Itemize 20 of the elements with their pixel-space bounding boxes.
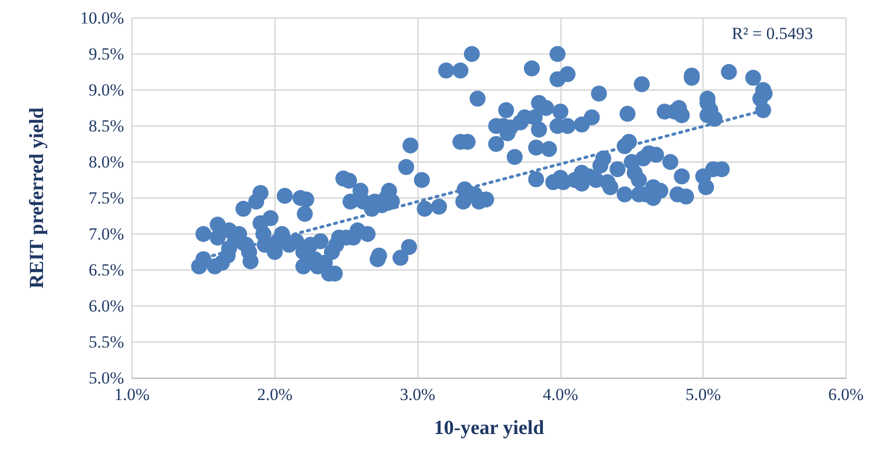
y-tick-label: 6.5% xyxy=(88,260,124,280)
y-tick-label: 7.5% xyxy=(88,188,124,208)
y-tick-label: 7.0% xyxy=(88,224,124,244)
y-axis-title: REIT preferred yield xyxy=(26,107,48,289)
x-tick-label: 5.0% xyxy=(685,385,721,404)
y-tick-label: 8.5% xyxy=(88,116,124,136)
annotation: R² = 0.5493 xyxy=(732,24,814,43)
y-tick-label: 6.0% xyxy=(88,296,124,316)
y-tick-label: 9.5% xyxy=(88,44,124,64)
x-tick-label: 6.0% xyxy=(828,385,864,404)
x-tick-label: 1.0% xyxy=(114,385,150,404)
y-tick-label: 10.0% xyxy=(80,8,124,28)
x-tick-label: 3.0% xyxy=(400,385,436,404)
x-axis-title: 10-year yield xyxy=(434,417,544,439)
x-tick-label: 4.0% xyxy=(542,385,578,404)
y-tick-label: 9.0% xyxy=(88,80,124,100)
y-tick-label: 8.0% xyxy=(88,152,124,172)
x-tick-label: 2.0% xyxy=(257,385,293,404)
y-tick-label: 5.0% xyxy=(88,368,124,388)
y-tick-label: 5.5% xyxy=(88,332,124,352)
